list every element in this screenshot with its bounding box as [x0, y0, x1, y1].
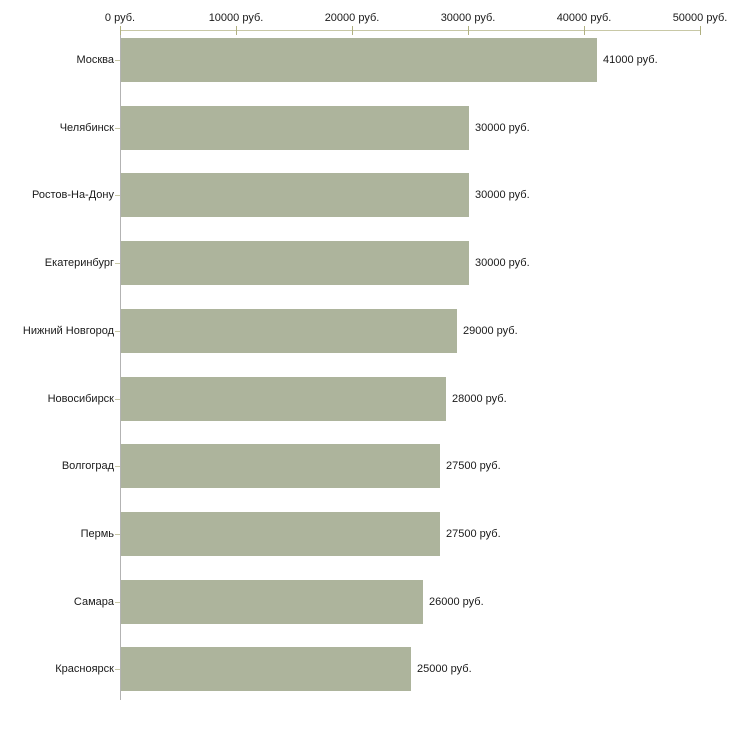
x-axis-tick-mark [468, 26, 469, 35]
value-label: 28000 руб. [452, 393, 507, 405]
bar-7 [121, 444, 440, 488]
x-axis-tick-mark [352, 26, 353, 35]
category-label: Москва [76, 54, 114, 66]
bar-10 [121, 647, 411, 691]
category-tick-mark [115, 534, 120, 535]
x-axis-tick-mark [700, 26, 701, 35]
bar-9 [121, 580, 423, 624]
category-label: Челябинск [59, 122, 114, 134]
category-tick-mark [115, 60, 120, 61]
bar-2 [121, 106, 469, 150]
x-axis-tick-label: 40000 руб. [556, 12, 612, 24]
value-label: 25000 руб. [417, 663, 472, 675]
value-label: 30000 руб. [475, 122, 530, 134]
x-axis-tick-mark [584, 26, 585, 35]
category-label: Екатеринбург [44, 257, 114, 269]
bar-5 [121, 309, 457, 353]
category-label: Красноярск [55, 663, 114, 675]
category-tick-mark [115, 263, 120, 264]
x-axis-tick-label: 20000 руб. [324, 12, 380, 24]
category-label: Новосибирск [47, 393, 114, 405]
x-axis-tick-mark [236, 26, 237, 35]
y-axis-line [120, 30, 121, 700]
value-label: 30000 руб. [475, 257, 530, 269]
category-tick-mark [115, 466, 120, 467]
x-axis-tick-mark [120, 26, 121, 35]
value-label: 27500 руб. [446, 460, 501, 472]
value-label: 29000 руб. [463, 325, 518, 337]
category-tick-mark [115, 195, 120, 196]
bar-3 [121, 173, 469, 217]
bar-8 [121, 512, 440, 556]
value-label: 26000 руб. [429, 596, 484, 608]
bar-4 [121, 241, 469, 285]
category-label: Нижний Новгород [22, 325, 114, 337]
category-label: Самара [73, 596, 114, 608]
value-label: 30000 руб. [475, 189, 530, 201]
category-tick-mark [115, 669, 120, 670]
category-tick-mark [115, 602, 120, 603]
value-label: 27500 руб. [446, 528, 501, 540]
x-axis-line [120, 30, 700, 31]
bar-6 [121, 377, 446, 421]
category-tick-mark [115, 399, 120, 400]
category-tick-mark [115, 128, 120, 129]
value-label: 41000 руб. [603, 54, 658, 66]
x-axis-tick-label: 0 руб. [104, 12, 136, 24]
x-axis-tick-label: 50000 руб. [672, 12, 728, 24]
category-label: Пермь [80, 528, 114, 540]
x-axis-tick-label: 10000 руб. [208, 12, 264, 24]
bar-1 [121, 38, 597, 82]
x-axis-tick-label: 30000 руб. [440, 12, 496, 24]
category-label: Волгоград [61, 460, 114, 472]
category-tick-mark [115, 331, 120, 332]
category-label: Ростов-На-Дону [31, 189, 114, 201]
